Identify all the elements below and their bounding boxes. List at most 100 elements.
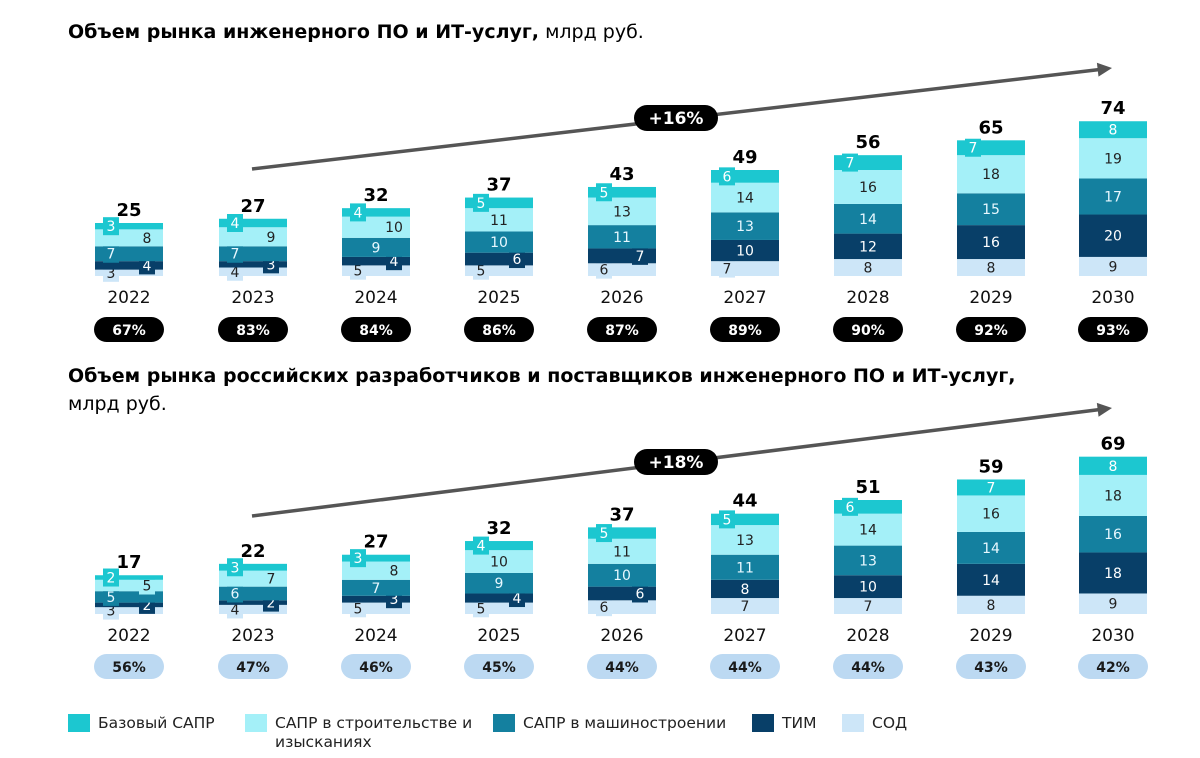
segment-label: 3	[267, 257, 276, 273]
segment-label: 7	[107, 247, 116, 263]
segment-label-box	[719, 167, 735, 186]
legend-label: САПР в строительстве и изысканиях	[275, 714, 473, 751]
segment-label-box	[719, 510, 735, 529]
year-tick-label: 2025	[477, 288, 520, 308]
segment-label-box	[596, 183, 612, 202]
segment-label: 18	[1104, 566, 1122, 582]
legend-swatch	[493, 714, 515, 732]
segment-label: 5	[723, 512, 732, 528]
segment-label: 6	[600, 263, 609, 279]
share-pill	[956, 654, 1026, 679]
bar-segment-base	[465, 541, 533, 551]
segment-label: 6	[231, 586, 240, 602]
bar-segment-sod	[834, 598, 902, 614]
bar-segment-sod	[465, 265, 533, 276]
share-label: 83%	[236, 323, 270, 339]
segment-label-box	[227, 584, 243, 603]
bar-segment-tim	[834, 575, 902, 599]
segment-label-box	[719, 259, 735, 278]
segment-label: 10	[613, 568, 631, 584]
share-pill	[218, 654, 288, 679]
segment-label: 17	[1104, 190, 1122, 206]
segment-label: 7	[636, 249, 645, 265]
bar-segment-construction	[1079, 138, 1147, 179]
share-pill	[1078, 317, 1148, 342]
total-label: 43	[609, 164, 634, 185]
bar-segment-sod	[219, 604, 287, 614]
segment-label: 13	[736, 533, 754, 549]
bar-segment-machine	[711, 212, 779, 240]
bar-segment-construction	[957, 155, 1025, 194]
segment-label: 11	[613, 230, 631, 246]
segment-label: 8	[390, 564, 399, 580]
chart-1-title: Объем рынка инженерного ПО и ИТ-услуг, м…	[68, 21, 644, 43]
segment-label: 14	[736, 191, 754, 207]
bar-segment-tim	[711, 239, 779, 262]
segment-label: 6	[600, 600, 609, 616]
year-tick-label: 2027	[723, 626, 766, 646]
bar-segment-machine	[711, 554, 779, 580]
cagr-label: +18%	[649, 453, 704, 473]
segment-label: 14	[982, 541, 1000, 557]
bar-segment-machine	[588, 225, 656, 249]
segment-label: 2	[143, 598, 152, 614]
segment-label-box	[596, 598, 612, 617]
segment-label: 6	[846, 500, 855, 516]
year-tick-label: 2024	[354, 626, 397, 646]
share-pill	[587, 317, 657, 342]
segment-label: 8	[143, 231, 152, 247]
bar-segment-base	[957, 479, 1025, 496]
year-tick-label: 2028	[846, 626, 889, 646]
segment-label: 5	[477, 601, 486, 617]
share-pill	[833, 654, 903, 679]
bar-segment-sod	[834, 259, 902, 276]
bar-segment-base	[219, 218, 287, 228]
total-label: 32	[486, 518, 511, 539]
bar-segment-construction	[219, 227, 287, 247]
segment-label: 4	[513, 591, 522, 607]
total-label: 27	[240, 196, 265, 217]
share-label: 89%	[728, 323, 762, 339]
segment-label: 3	[107, 219, 116, 235]
segment-label-box	[103, 568, 119, 587]
segment-label: 14	[859, 212, 877, 228]
segment-label: 7	[969, 141, 978, 157]
legend-label: ТИМ	[782, 714, 817, 732]
legend-label: Базовый САПР	[98, 714, 215, 732]
segment-label-box	[632, 584, 648, 603]
segment-label-box	[139, 576, 155, 595]
segment-label-box	[350, 549, 366, 568]
total-label: 32	[363, 185, 388, 206]
segment-label: 9	[495, 576, 504, 592]
segment-label: 5	[354, 601, 363, 617]
segment-label: 4	[477, 539, 486, 555]
segment-label-box	[473, 193, 489, 212]
legend-base: Базовый САПР	[68, 714, 215, 733]
bar-segment-construction	[711, 182, 779, 213]
bar-segment-machine	[1079, 515, 1147, 553]
year-tick-label: 2022	[107, 288, 150, 308]
share-label: 90%	[851, 323, 885, 339]
segment-label: 6	[636, 586, 645, 602]
segment-label: 8	[987, 261, 996, 277]
bar-segment-sod	[342, 602, 410, 614]
bar-segment-tim	[95, 261, 163, 270]
year-tick-label: 2029	[969, 288, 1012, 308]
bar-segment-construction	[1079, 474, 1147, 516]
segment-label-box	[965, 138, 981, 157]
share-pill	[710, 654, 780, 679]
bar-segment-construction	[834, 170, 902, 204]
segment-label: 14	[982, 573, 1000, 589]
share-pill	[464, 317, 534, 342]
segment-label: 10	[859, 580, 877, 596]
share-label: 44%	[605, 660, 639, 676]
bar-segment-tim	[957, 225, 1025, 260]
total-label: 17	[116, 552, 141, 573]
share-label: 86%	[482, 323, 516, 339]
segment-label: 3	[390, 592, 399, 608]
segment-label: 4	[231, 216, 240, 232]
segment-label: 10	[490, 555, 508, 571]
share-pill	[341, 317, 411, 342]
segment-label: 4	[231, 265, 240, 281]
segment-label: 2	[267, 596, 276, 612]
